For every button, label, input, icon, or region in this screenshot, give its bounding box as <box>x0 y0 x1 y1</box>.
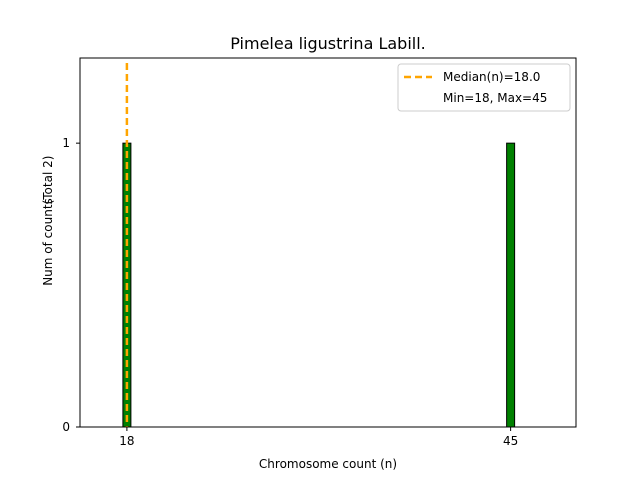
bar-45 <box>506 142 516 428</box>
plot-frame <box>79 57 577 428</box>
legend-box <box>397 63 571 112</box>
y-tick-label: 1 <box>62 136 70 150</box>
legend: Median(n)=18.0 Min=18, Max=45 <box>397 63 571 112</box>
bars-layer <box>122 142 516 428</box>
x-axis-label: Chromosome count (n) <box>259 457 397 471</box>
x-tick-label: 45 <box>503 434 518 448</box>
chart-title: Pimelea ligustrina Labill. <box>230 34 426 53</box>
y-axis-total-label: (Total 2) <box>41 156 55 205</box>
x-tick-label: 18 <box>119 434 134 448</box>
legend-median-label: Median(n)=18.0 <box>443 70 540 84</box>
y-axis-ticks: 01 <box>62 136 80 434</box>
y-axis-label: Num of counts <box>41 198 55 286</box>
y-tick-label: 0 <box>62 420 70 434</box>
x-axis-ticks: 18 45 <box>119 427 518 448</box>
legend-minmax-label: Min=18, Max=45 <box>443 91 547 105</box>
